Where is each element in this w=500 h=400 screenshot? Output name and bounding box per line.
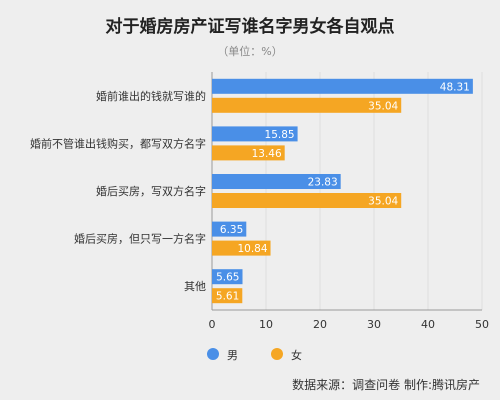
data-label: 5.61	[216, 291, 239, 303]
bar-female	[212, 240, 271, 256]
data-label: 5.65	[216, 272, 239, 284]
category-label: 婚后买房，写双方名字	[96, 184, 206, 198]
bar-female	[212, 97, 402, 113]
legend-marker	[207, 348, 219, 360]
bar-male	[212, 221, 247, 237]
category-label: 婚前谁出的钱就写谁的	[96, 89, 206, 103]
data-label: 35.04	[368, 100, 398, 112]
category-label: 其他	[184, 280, 206, 293]
data-label: 15.85	[265, 129, 295, 141]
source-note: 数据来源：调查问卷 制作:腾讯房产	[292, 378, 480, 392]
x-tick-label: 40	[421, 318, 435, 331]
data-label: 13.46	[252, 148, 282, 160]
chart-title: 对于婚房房产证写谁名字男女各自观点	[105, 17, 395, 37]
x-tick-label: 20	[313, 318, 327, 331]
bar-male	[212, 78, 473, 94]
bar-female	[212, 145, 285, 161]
bar-female	[212, 288, 243, 304]
bar-male	[212, 126, 298, 142]
category-label: 婚前不管谁出钱购买，都写双方名字	[30, 136, 206, 150]
bar-male	[212, 174, 341, 189]
data-label: 23.83	[308, 177, 338, 189]
category-label: 婚后买房，但只写一方名字	[74, 232, 206, 246]
data-label: 35.04	[368, 196, 398, 208]
data-label: 6.35	[220, 224, 243, 236]
x-tick-label: 0	[209, 318, 216, 331]
data-label: 10.84	[237, 243, 267, 255]
data-label: 48.31	[440, 81, 470, 93]
bar-male	[212, 269, 243, 285]
x-tick-label: 50	[475, 318, 489, 331]
bars	[212, 78, 473, 304]
legend-marker	[271, 348, 283, 360]
x-tick-label: 10	[259, 318, 273, 331]
labels: 0 10 20 30 40 50 婚前谁出的钱就写谁的 48.31 35.04 婚前不管谁出钱购买…	[30, 81, 489, 331]
bar-female	[212, 193, 402, 208]
legend-label: 女	[291, 348, 302, 362]
legend: 男女	[207, 348, 302, 362]
legend-label: 男	[227, 349, 238, 362]
chart-subtitle: （单位：%）	[217, 45, 283, 58]
x-tick-label: 30	[367, 318, 381, 331]
